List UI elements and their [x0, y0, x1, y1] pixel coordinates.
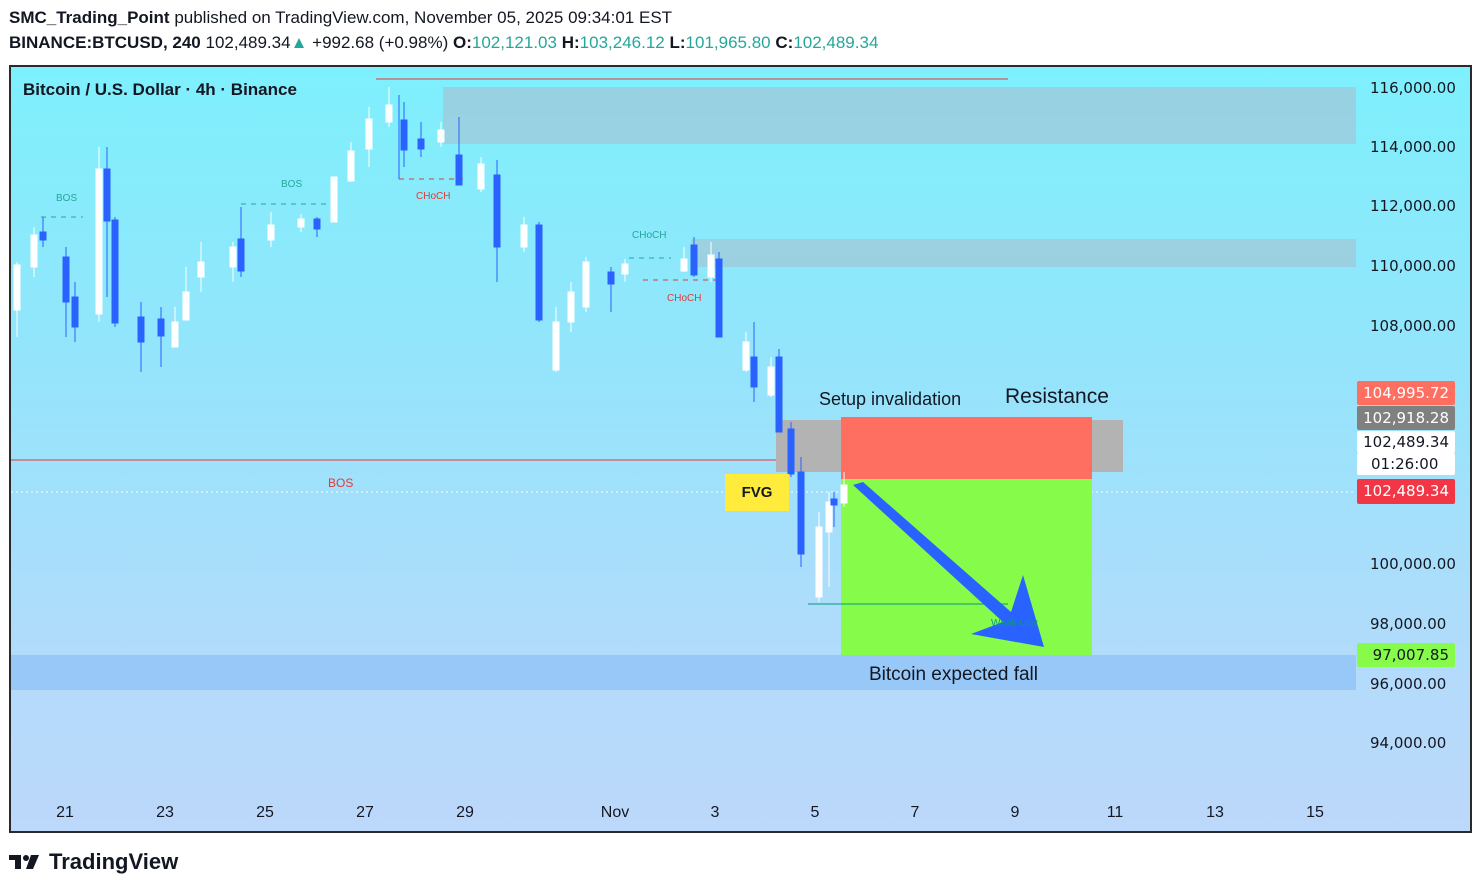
price-change: +992.68 (+0.98%): [312, 33, 449, 52]
y-tick: 112,000.00: [1370, 197, 1456, 215]
chart-drawings: [11, 78, 1356, 690]
choch-label: CHoCH: [416, 191, 451, 202]
stop-price-tag: 104,995.72: [1357, 381, 1455, 405]
bos-label: BOS: [281, 179, 303, 190]
x-tick: 23: [156, 804, 174, 821]
low-value: 101,965.80: [685, 33, 771, 52]
high-value: 103,246.12: [579, 33, 665, 52]
x-tick: 9: [1010, 804, 1020, 821]
author-name[interactable]: SMC_Trading_Point: [9, 8, 170, 27]
setup-invalidation-label: Setup invalidation: [819, 389, 962, 409]
y-tick: 108,000.00: [1370, 317, 1456, 335]
x-tick: 11: [1106, 804, 1124, 821]
x-tick: 25: [256, 804, 274, 821]
close-label: C:: [775, 33, 794, 52]
open-value: 102,121.03: [471, 33, 557, 52]
x-tick: Nov: [600, 804, 630, 821]
bos-label: BOS: [56, 193, 78, 204]
y-tick: 96,000.00: [1370, 675, 1447, 693]
tradingview-logo-icon: [9, 855, 39, 869]
time-axis[interactable]: 21 23 25 27 29 Nov 3 5 7 9 11 13 15: [11, 792, 1356, 831]
expected-fall-label: Bitcoin expected fall: [869, 664, 1038, 685]
x-tick: 13: [1206, 804, 1224, 821]
plot-area[interactable]: Bitcoin / U.S. Dollar · 4h · Binance BOS…: [11, 67, 1356, 792]
tradingview-logo[interactable]: TradingView: [9, 849, 178, 875]
published-text: published on TradingView.com, November 0…: [174, 8, 673, 27]
fvg-label: FVG: [725, 474, 789, 511]
choch-label: CHoCH: [667, 293, 702, 304]
brand-name: TradingView: [49, 849, 179, 874]
price-axis[interactable]: 116,000.00 114,000.00 112,000.00 110,000…: [1356, 67, 1470, 831]
publish-line: SMC_Trading_Point published on TradingVi…: [9, 8, 672, 28]
last-price: 102,489.34: [205, 33, 291, 52]
y-tick: 94,000.00: [1370, 734, 1447, 752]
x-tick: 5: [810, 804, 820, 821]
current-price-tag: 102,489.34: [1357, 431, 1455, 453]
symbol-label: BINANCE:BTCUSD, 240: [9, 33, 201, 52]
y-tick: 116,000.00: [1370, 79, 1456, 97]
x-tick: 29: [456, 804, 474, 821]
supply-zone-top: [443, 87, 1356, 144]
x-tick: 7: [910, 804, 920, 821]
resistance-label: Resistance: [1005, 385, 1109, 408]
y-tick: 100,000.00: [1370, 555, 1456, 573]
bar-countdown: 01:26:00: [1357, 453, 1455, 475]
chart-title: Bitcoin / U.S. Dollar · 4h · Binance: [23, 80, 297, 99]
up-arrow-icon: ▲: [290, 33, 308, 52]
open-label: O:: [452, 33, 472, 52]
ohlc-line: BINANCE:BTCUSD, 240 102,489.34▲ +992.68 …: [9, 33, 878, 53]
last-price-tag: 102,489.34: [1357, 479, 1455, 504]
candles: [13, 87, 848, 602]
supply-zone-mid: [691, 239, 1356, 267]
y-tick: 98,000.00: [1370, 615, 1447, 633]
close-value: 102,489.34: [793, 33, 879, 52]
bos-label-red: BOS: [328, 476, 354, 490]
low-label: L:: [669, 33, 686, 52]
y-tick: 110,000.00: [1370, 257, 1456, 275]
x-tick: 27: [356, 804, 374, 821]
target-price-tag: 97,007.85: [1357, 643, 1455, 667]
chart-panel[interactable]: Bitcoin / U.S. Dollar · 4h · Binance BOS…: [9, 65, 1472, 833]
y-tick: 114,000.00: [1370, 138, 1456, 156]
choch-label: CHoCH: [632, 230, 667, 241]
weak-low-label: Weak Low: [991, 618, 1038, 629]
x-tick: 3: [710, 804, 720, 821]
zone-top-price-tag: 102,918.28: [1357, 406, 1455, 430]
x-tick: 21: [56, 804, 74, 821]
x-tick: 15: [1306, 804, 1324, 821]
high-label: H:: [561, 33, 580, 52]
